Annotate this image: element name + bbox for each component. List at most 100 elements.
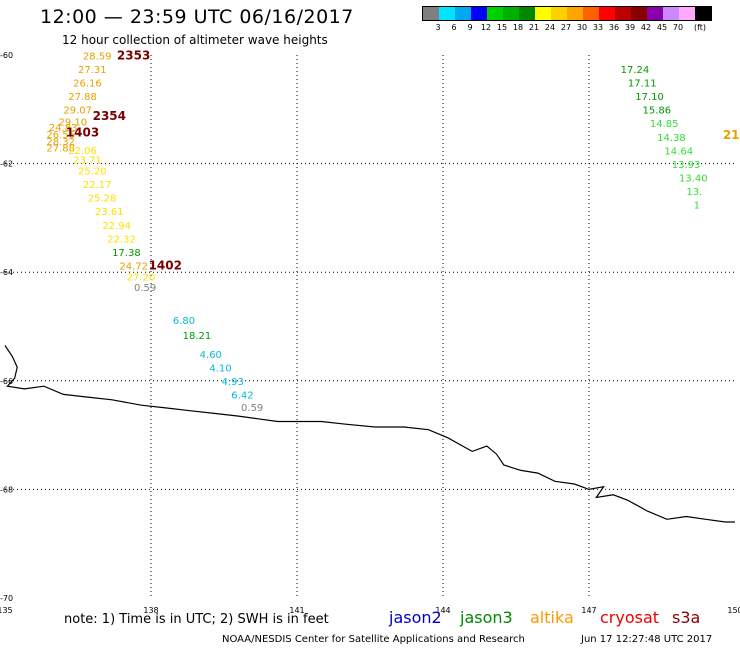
legend-tick: 18 (512, 23, 524, 32)
lon-label: 138 (143, 606, 158, 615)
legend-tick: 30 (576, 23, 588, 32)
time-label: 1403 (66, 125, 99, 139)
legend-swatch (615, 7, 631, 20)
lat-label: -62 (0, 160, 13, 169)
legend-swatch (695, 7, 711, 20)
legend-tick: 42 (640, 23, 652, 32)
wave-height-label: 24.83 (49, 123, 78, 134)
time-label: 1402 (149, 258, 182, 272)
wave-height-label: 15.86 (643, 106, 672, 117)
wave-height-label: 25.20 (78, 166, 107, 177)
lon-label: 141 (289, 606, 304, 615)
legend-swatch (487, 7, 503, 20)
time-label: 2354 (93, 109, 126, 123)
wave-height-label: 17.38 (112, 248, 141, 259)
wave-height-label: 29.10 (59, 118, 88, 129)
wave-height-label: 26.16 (73, 78, 102, 89)
legend-unit: (ft) (693, 23, 707, 32)
wave-height-label: 24.72 (119, 261, 148, 272)
lat-label: -64 (0, 268, 13, 277)
wave-height-label: 0.59 (241, 403, 263, 414)
legend-swatch (631, 7, 647, 20)
legend-tick: 36 (608, 23, 620, 32)
legend-swatch (583, 7, 599, 20)
footer-note: note: 1) Time is in UTC; 2) SWH is in fe… (64, 612, 329, 627)
lat-label: -70 (0, 594, 13, 603)
legend-tick: 70 (672, 23, 684, 32)
lon-label: 135 (0, 606, 13, 615)
legend-tick: 6 (451, 23, 457, 32)
wave-height-label: 28.32 (46, 137, 75, 148)
coastline (4, 345, 735, 523)
legend-tick: 3 (435, 23, 441, 32)
sat-altika: altika (530, 608, 574, 627)
sat-jason3: jason3 (460, 608, 513, 627)
time-label: 21 (723, 128, 740, 142)
lat-label: -60 (0, 51, 13, 60)
legend-swatches (422, 6, 712, 21)
legend-tick: 24 (544, 23, 556, 32)
wave-height-label: 28.59 (83, 51, 112, 62)
legend-swatch (567, 7, 583, 20)
wave-height-label: 29.07 (63, 106, 92, 117)
legend-tick: 12 (480, 23, 492, 32)
lat-label: -68 (0, 485, 13, 494)
wave-height-label: 26.56 (46, 130, 75, 141)
wave-height-label: 27.31 (78, 65, 107, 76)
wave-height-label: 25.28 (88, 194, 117, 205)
wave-height-label: 22.32 (107, 234, 136, 245)
wave-height-label: 23.61 (95, 207, 124, 218)
wave-height-label: 23.71 (73, 156, 102, 167)
legend-tick: 15 (496, 23, 508, 32)
legend-swatch (599, 7, 615, 20)
wave-height-label: 14.64 (664, 146, 693, 157)
wave-height-label: 22.17 (83, 180, 112, 191)
legend-swatch (471, 7, 487, 20)
legend-swatch (423, 7, 439, 20)
sat-cryosat: cryosat (600, 608, 660, 627)
legend-tick: 21 (528, 23, 540, 32)
wave-height-label: 22.06 (68, 146, 97, 157)
lat-label: -66 (0, 377, 13, 386)
wave-height-label: 17.24 (621, 65, 650, 76)
legend-tick: 45 (656, 23, 668, 32)
legend-tick: 39 (624, 23, 636, 32)
lon-label: 150 (727, 606, 740, 615)
legend-swatch (503, 7, 519, 20)
map-title: 12:00 — 23:59 UTC 06/16/2017 (40, 6, 354, 28)
legend-swatch (439, 7, 455, 20)
wave-height-label: 4.93 (222, 377, 244, 388)
footer-credit: NOAA/NESDIS Center for Satellite Applica… (222, 634, 525, 645)
wave-height-label: 14.85 (650, 119, 679, 130)
legend-swatch (663, 7, 679, 20)
wave-height-label: 4.10 (209, 364, 231, 375)
sat-s3a: s3a (672, 608, 701, 627)
wave-height-label: 4.60 (200, 350, 222, 361)
wave-height-label: 0.59 (134, 283, 156, 294)
legend-swatch (519, 7, 535, 20)
map-subtitle: 12 hour collection of altimeter wave hei… (62, 33, 328, 47)
legend-swatch (679, 7, 695, 20)
sat-jason2: jason2 (389, 608, 442, 627)
legend-tick: 33 (592, 23, 604, 32)
wave-height-label: 17.11 (628, 78, 657, 89)
wave-height-label: 13.93 (672, 160, 701, 171)
wave-height-label: 13. (686, 187, 702, 198)
legend-ticks: 3 6 9 12 15 18 21 24 27 30 33 36 39 42 45 70 (ft) (422, 23, 712, 35)
wave-height-label: 6.42 (231, 391, 253, 402)
color-legend: 3 6 9 12 15 18 21 24 27 30 33 36 39 42 45 70 (ft) (422, 6, 712, 35)
wave-height-label: 6.80 (173, 316, 195, 327)
wave-height-label: 13.40 (679, 174, 708, 185)
wave-height-label: 22.94 (102, 221, 131, 232)
legend-tick: 9 (467, 23, 473, 32)
legend-tick: 27 (560, 23, 572, 32)
wave-height-label: 18.21 (183, 331, 212, 342)
footer-timestamp: Jun 17 12:27:48 UTC 2017 (581, 634, 713, 645)
legend-swatch (535, 7, 551, 20)
legend-swatch (551, 7, 567, 20)
wave-height-label: 27.88 (46, 144, 75, 155)
lon-label: 147 (581, 606, 596, 615)
wave-height-label: 27.20 (127, 272, 156, 283)
time-label: 2353 (117, 48, 150, 62)
